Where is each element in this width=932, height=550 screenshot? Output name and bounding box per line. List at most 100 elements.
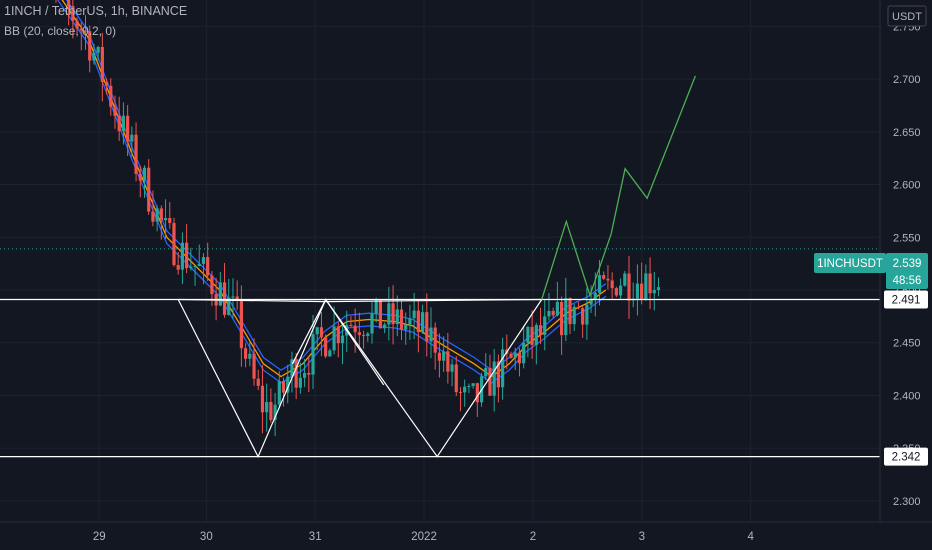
candle-body-11 <box>75 20 79 29</box>
candle-body-39 <box>193 265 197 267</box>
candle-body-117 <box>522 342 526 364</box>
x-tick-label-3: 2022 <box>411 531 437 543</box>
x-tick-label-2: 31 <box>309 531 322 543</box>
candle-body-63 <box>294 359 298 388</box>
candle-body-82 <box>374 299 378 314</box>
candle-body-20 <box>113 106 117 116</box>
candle-body-81 <box>370 313 374 334</box>
candle-body-84 <box>383 324 387 329</box>
candle-body-47 <box>227 297 231 315</box>
candle-body-62 <box>290 359 294 377</box>
candle-body-67 <box>311 334 315 375</box>
candle-body-135 <box>597 275 602 293</box>
candle-body-128 <box>568 298 572 325</box>
candle-body-129 <box>572 306 576 325</box>
projection-line <box>541 75 697 300</box>
candle-body-102 <box>458 392 463 394</box>
pattern-line-0 <box>177 298 543 459</box>
candle-body-146 <box>644 273 648 301</box>
pattern-line-1 <box>178 298 542 303</box>
candle-body-36 <box>180 242 185 270</box>
candle-body-66 <box>307 372 311 375</box>
candle-body-15 <box>92 52 96 61</box>
candle-body-76 <box>349 324 353 326</box>
candle-body-23 <box>126 115 130 142</box>
candle-body-142 <box>627 273 631 301</box>
x-tick-label-0: 29 <box>93 531 106 543</box>
last-price-value: 2.539 <box>893 258 922 270</box>
last-price-countdown: 48:56 <box>893 275 922 287</box>
candle-body-33 <box>168 218 172 224</box>
candle-body-148 <box>652 290 656 294</box>
candle-body-9 <box>67 0 71 7</box>
projection-path <box>541 75 697 300</box>
candle-body-49 <box>235 296 239 301</box>
candle-body-126 <box>559 301 564 336</box>
time-axis[interactable]: 29 30 31 2022 2 3 4 <box>0 521 932 543</box>
candle-body-32 <box>163 218 168 221</box>
candle-body-74 <box>340 335 345 344</box>
candle-body-118 <box>526 326 530 343</box>
candle-body-77 <box>353 325 357 333</box>
candle-body-27 <box>142 167 147 181</box>
candle-body-122 <box>543 316 547 335</box>
pattern-drawings <box>177 298 543 459</box>
candle-body-14 <box>88 31 92 61</box>
candle-body-58 <box>273 404 277 420</box>
y-tick-label-6: 2.600 <box>893 180 921 192</box>
candle-body-108 <box>484 367 488 377</box>
candle-body-51 <box>244 348 248 359</box>
candle-body-90 <box>408 318 412 325</box>
candle-body-50 <box>239 300 243 349</box>
candle-body-133 <box>589 300 593 305</box>
candle-body-79 <box>361 335 366 337</box>
candle-body-60 <box>281 381 286 393</box>
candle-body-37 <box>185 242 189 269</box>
candle-body-139 <box>614 288 618 296</box>
candle-body-123 <box>547 311 551 317</box>
candle-body-86 <box>391 303 395 325</box>
indicator-legend[interactable]: BB (20, close, 0.2, 0) <box>4 24 117 38</box>
candle-body-85 <box>387 303 391 325</box>
candle-body-103 <box>463 386 467 393</box>
candle-body-55 <box>260 385 265 413</box>
candle-body-16 <box>96 46 100 53</box>
candle-body-41 <box>201 257 206 264</box>
candle-body-92 <box>416 310 420 333</box>
candle-body-127 <box>564 298 568 336</box>
candle-body-100 <box>450 364 454 372</box>
y-tick-label-7: 2.650 <box>893 127 921 139</box>
y-tick-label-5: 2.550 <box>893 232 921 244</box>
candle-body-114 <box>509 353 513 358</box>
horizontal-levels <box>0 248 880 458</box>
candle-body-94 <box>425 312 429 342</box>
candle-body-69 <box>319 327 324 338</box>
candle-body-73 <box>336 326 340 344</box>
candle-body-111 <box>496 361 500 388</box>
candle-body-26 <box>138 173 142 181</box>
candle-body-106 <box>475 383 479 403</box>
candle-body-134 <box>593 292 597 301</box>
candle-body-105 <box>471 383 475 386</box>
candle-body-138 <box>610 280 614 289</box>
candle-body-97 <box>437 352 442 361</box>
grid <box>0 0 880 522</box>
candle-body-131 <box>581 308 585 325</box>
candle-body-18 <box>104 81 109 86</box>
candlesticks <box>55 0 661 437</box>
candle-body-42 <box>206 257 210 276</box>
candle-body-35 <box>176 265 180 270</box>
candle-body-125 <box>555 301 559 316</box>
candle-body-89 <box>404 324 408 330</box>
candle-body-31 <box>159 208 163 221</box>
candle-body-70 <box>324 337 328 357</box>
candle-body-68 <box>315 327 319 335</box>
candle-body-101 <box>454 364 458 393</box>
candle-body-144 <box>635 283 640 299</box>
level-label-box-1 <box>884 447 928 466</box>
candle-body-80 <box>366 333 370 336</box>
candle-body-141 <box>623 273 627 286</box>
candle-body-95 <box>429 327 433 342</box>
